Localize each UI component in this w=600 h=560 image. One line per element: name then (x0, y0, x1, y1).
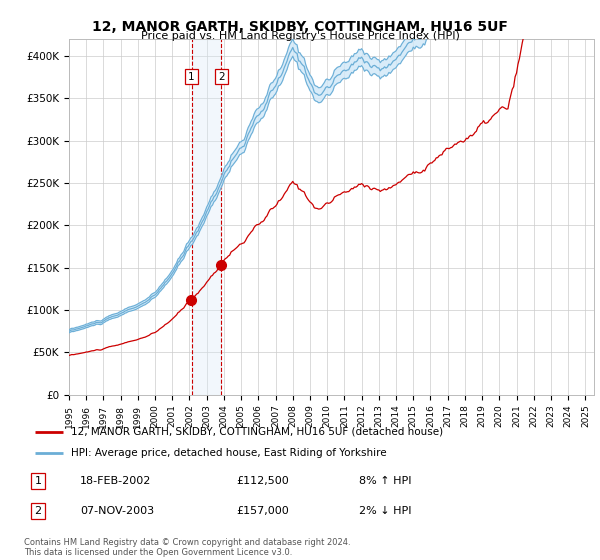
Text: 12, MANOR GARTH, SKIDBY, COTTINGHAM, HU16 5UF (detached house): 12, MANOR GARTH, SKIDBY, COTTINGHAM, HU1… (71, 427, 443, 437)
Text: 2: 2 (34, 506, 41, 516)
Text: 2% ↓ HPI: 2% ↓ HPI (359, 506, 412, 516)
Text: 1: 1 (188, 72, 195, 82)
Bar (191, 39, 221, 395)
Text: Price paid vs. HM Land Registry's House Price Index (HPI): Price paid vs. HM Land Registry's House … (140, 31, 460, 41)
Text: 07-NOV-2003: 07-NOV-2003 (80, 506, 154, 516)
Text: HPI: Average price, detached house, East Riding of Yorkshire: HPI: Average price, detached house, East… (71, 448, 387, 458)
Text: Contains HM Land Registry data © Crown copyright and database right 2024.
This d: Contains HM Land Registry data © Crown c… (24, 538, 350, 557)
Text: 8% ↑ HPI: 8% ↑ HPI (359, 475, 412, 486)
Text: 12, MANOR GARTH, SKIDBY, COTTINGHAM, HU16 5UF: 12, MANOR GARTH, SKIDBY, COTTINGHAM, HU1… (92, 20, 508, 34)
Text: £112,500: £112,500 (236, 475, 289, 486)
Text: 1: 1 (34, 475, 41, 486)
Text: 18-FEB-2002: 18-FEB-2002 (80, 475, 151, 486)
Text: £157,000: £157,000 (236, 506, 289, 516)
Text: 2: 2 (218, 72, 224, 82)
